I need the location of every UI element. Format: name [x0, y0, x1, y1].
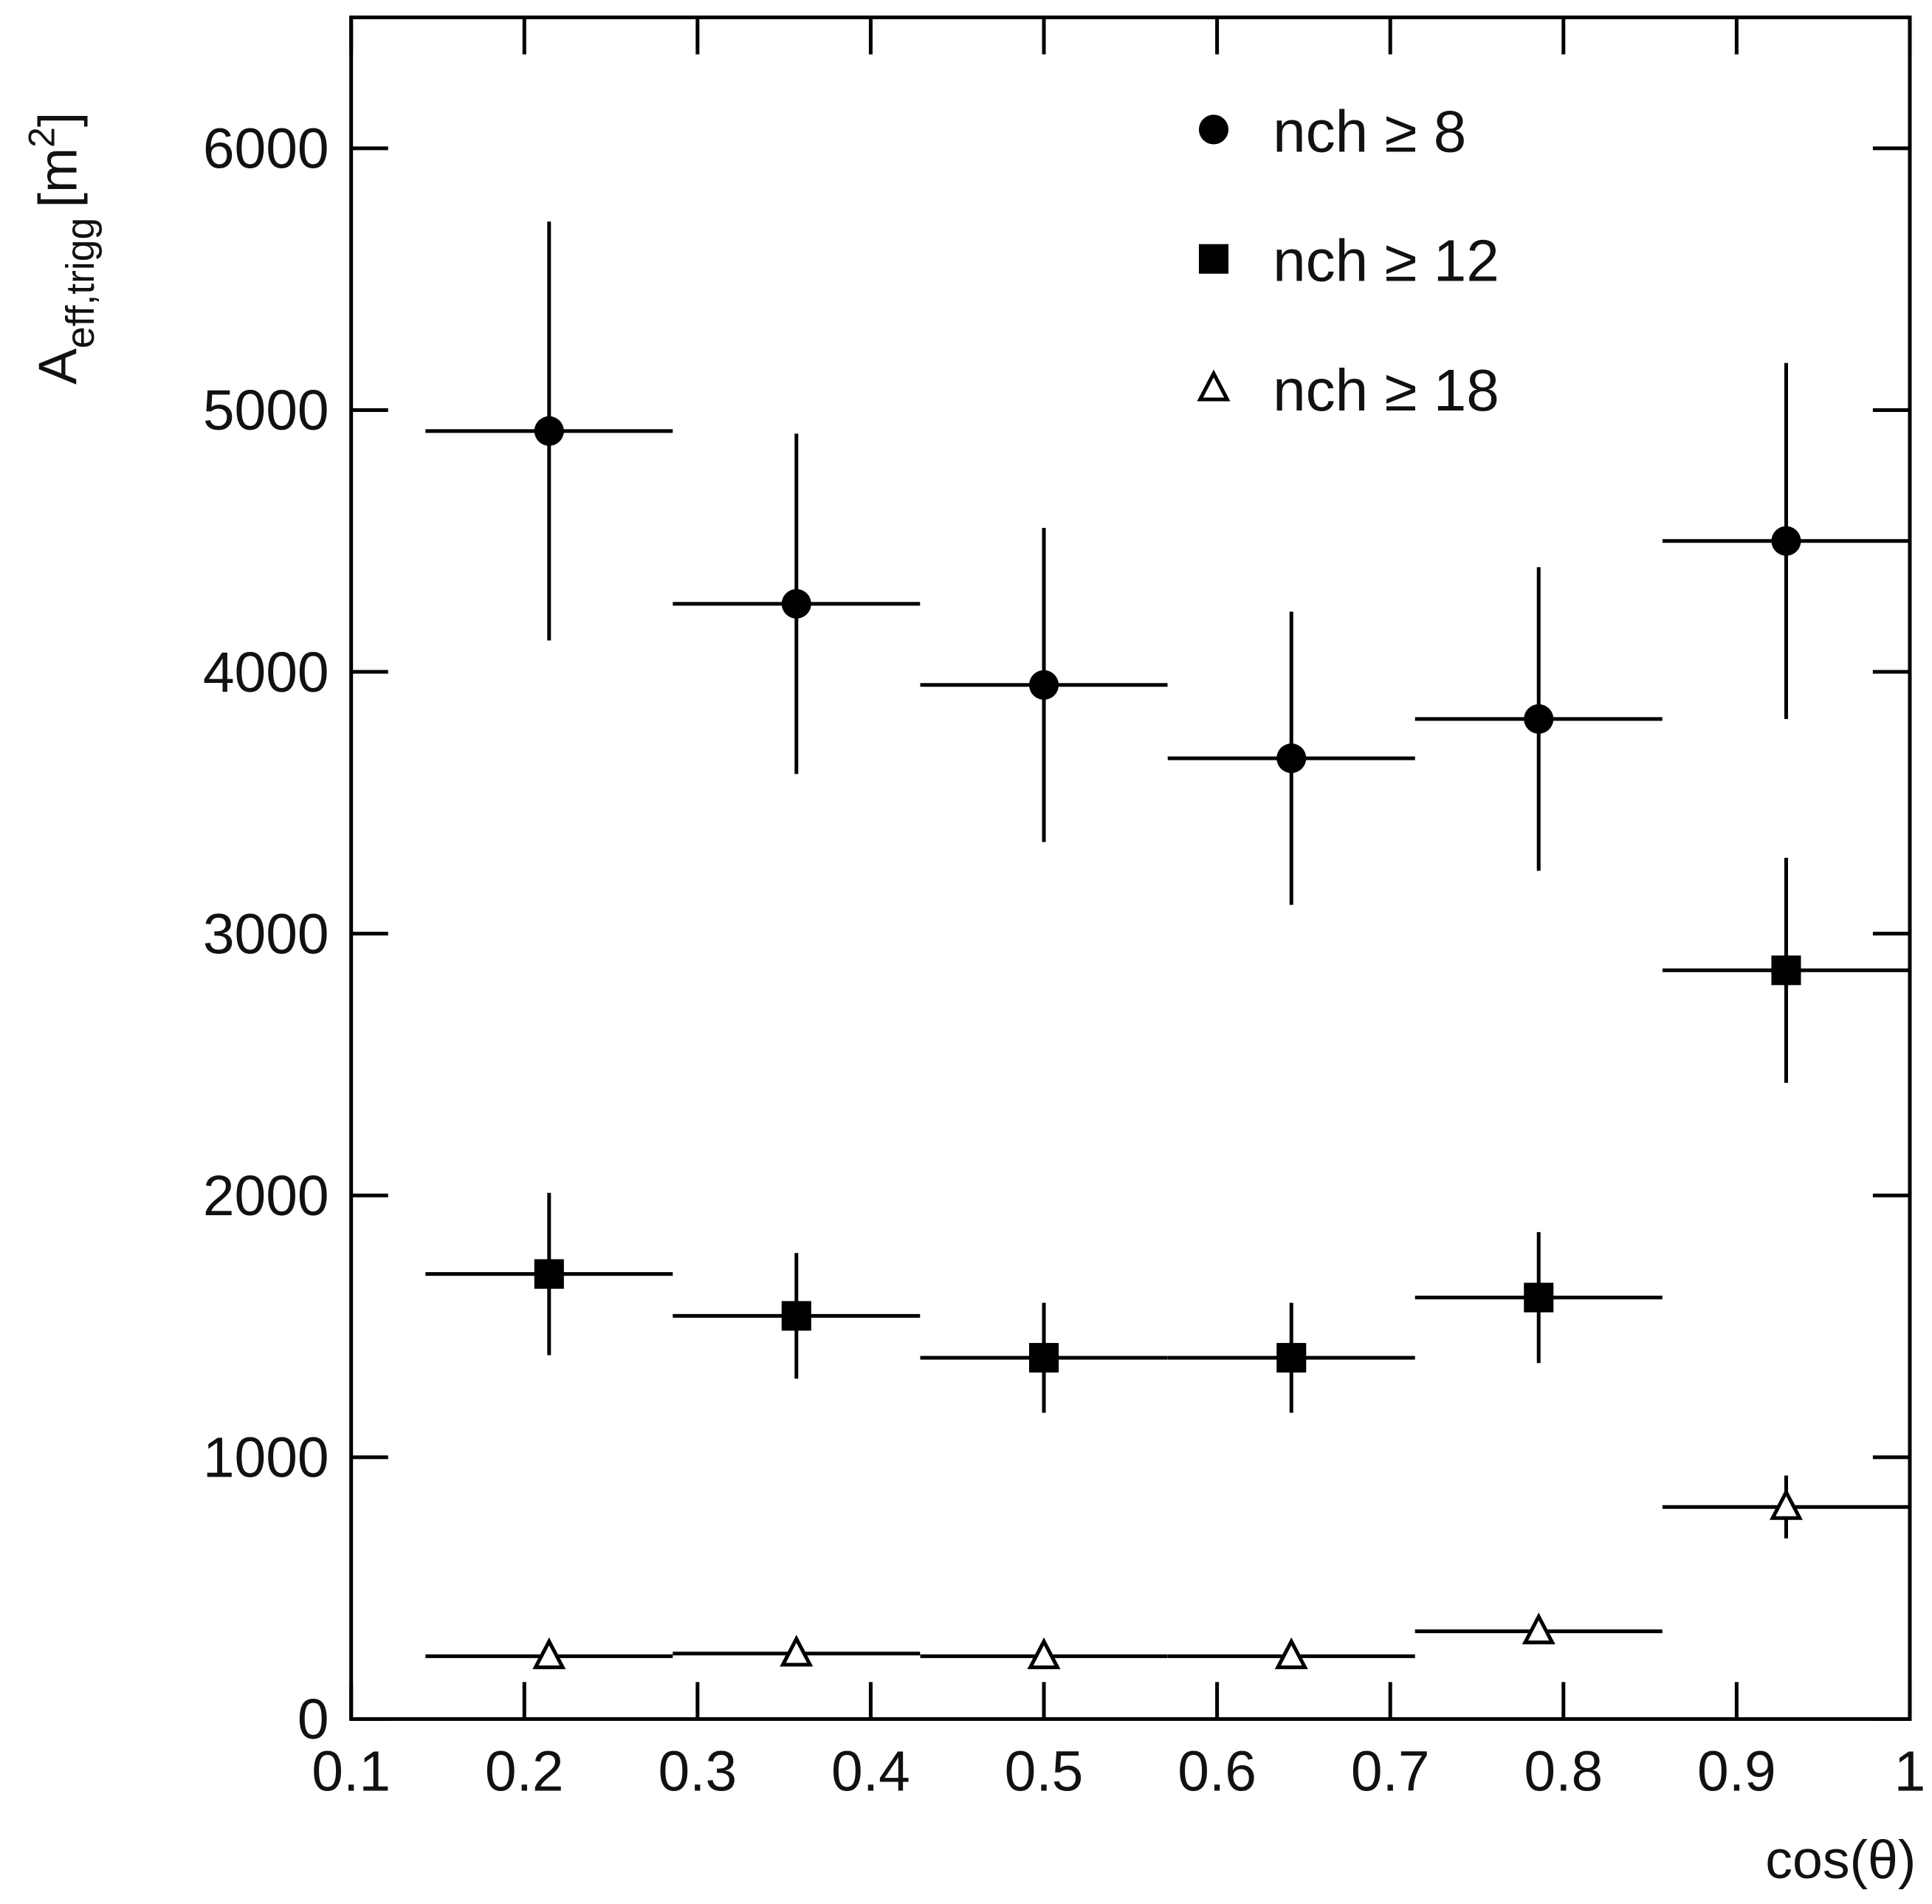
y-label-close: ]: [27, 112, 88, 127]
data-point: [532, 1637, 566, 1669]
legend-label: nch ≥ 8: [1273, 97, 1466, 164]
data-point: [780, 1635, 814, 1667]
data-point: [534, 1259, 564, 1289]
data-point: [1769, 1488, 1803, 1520]
data-point: [1524, 1282, 1554, 1313]
data-point: [781, 588, 811, 619]
x-tick-label: 1: [1894, 1740, 1926, 1803]
data-point: [1276, 1343, 1307, 1373]
y-tick-label: 5000: [203, 379, 329, 442]
data-point: [1771, 955, 1801, 986]
legend-marker: [1198, 244, 1228, 274]
x-tick-label: 0.8: [1524, 1740, 1603, 1803]
x-tick-label: 0.6: [1178, 1740, 1257, 1803]
x-tick-label: 0.4: [831, 1740, 910, 1803]
data-point: [1522, 1612, 1555, 1645]
legend-label: nch ≥ 18: [1273, 357, 1499, 423]
legend-marker: [1198, 114, 1228, 145]
y-tick-label: 0: [298, 1688, 329, 1751]
x-tick-label: 0.5: [1005, 1740, 1084, 1803]
data-point: [1028, 1343, 1059, 1373]
y-tick-label: 6000: [203, 118, 329, 181]
data-point: [1027, 1637, 1061, 1669]
y-tick-label: 1000: [203, 1427, 329, 1490]
y-tick-label: 4000: [203, 642, 329, 704]
y-tick-label: 2000: [203, 1165, 329, 1228]
y-label-main: A: [27, 348, 88, 385]
y-label-sup: 2: [21, 127, 62, 148]
data-point: [1028, 670, 1059, 700]
x-tick-label: 0.3: [658, 1740, 737, 1803]
x-tick-label: 0.1: [312, 1740, 391, 1803]
y-label-unit: [m: [27, 148, 88, 208]
data-point: [1771, 526, 1801, 556]
data-point: [1276, 743, 1307, 774]
y-tick-label: 3000: [203, 903, 329, 966]
plot-frame: [349, 16, 1912, 1721]
y-axis-label: Aeff,trigg [m2]: [21, 112, 102, 385]
data-point: [1524, 704, 1554, 734]
legend-marker: [1197, 369, 1231, 402]
legend-label: nch ≥ 12: [1273, 227, 1499, 294]
y-label-sub: eff,trigg: [59, 218, 103, 348]
data-point: [534, 416, 564, 446]
data-point: [781, 1301, 811, 1331]
x-tick-label: 0.9: [1697, 1740, 1776, 1803]
data-point: [1274, 1637, 1308, 1669]
x-tick-label: 0.7: [1351, 1740, 1430, 1803]
x-tick-label: 0.2: [485, 1740, 564, 1803]
x-axis-label: cos(θ): [1765, 1829, 1916, 1890]
